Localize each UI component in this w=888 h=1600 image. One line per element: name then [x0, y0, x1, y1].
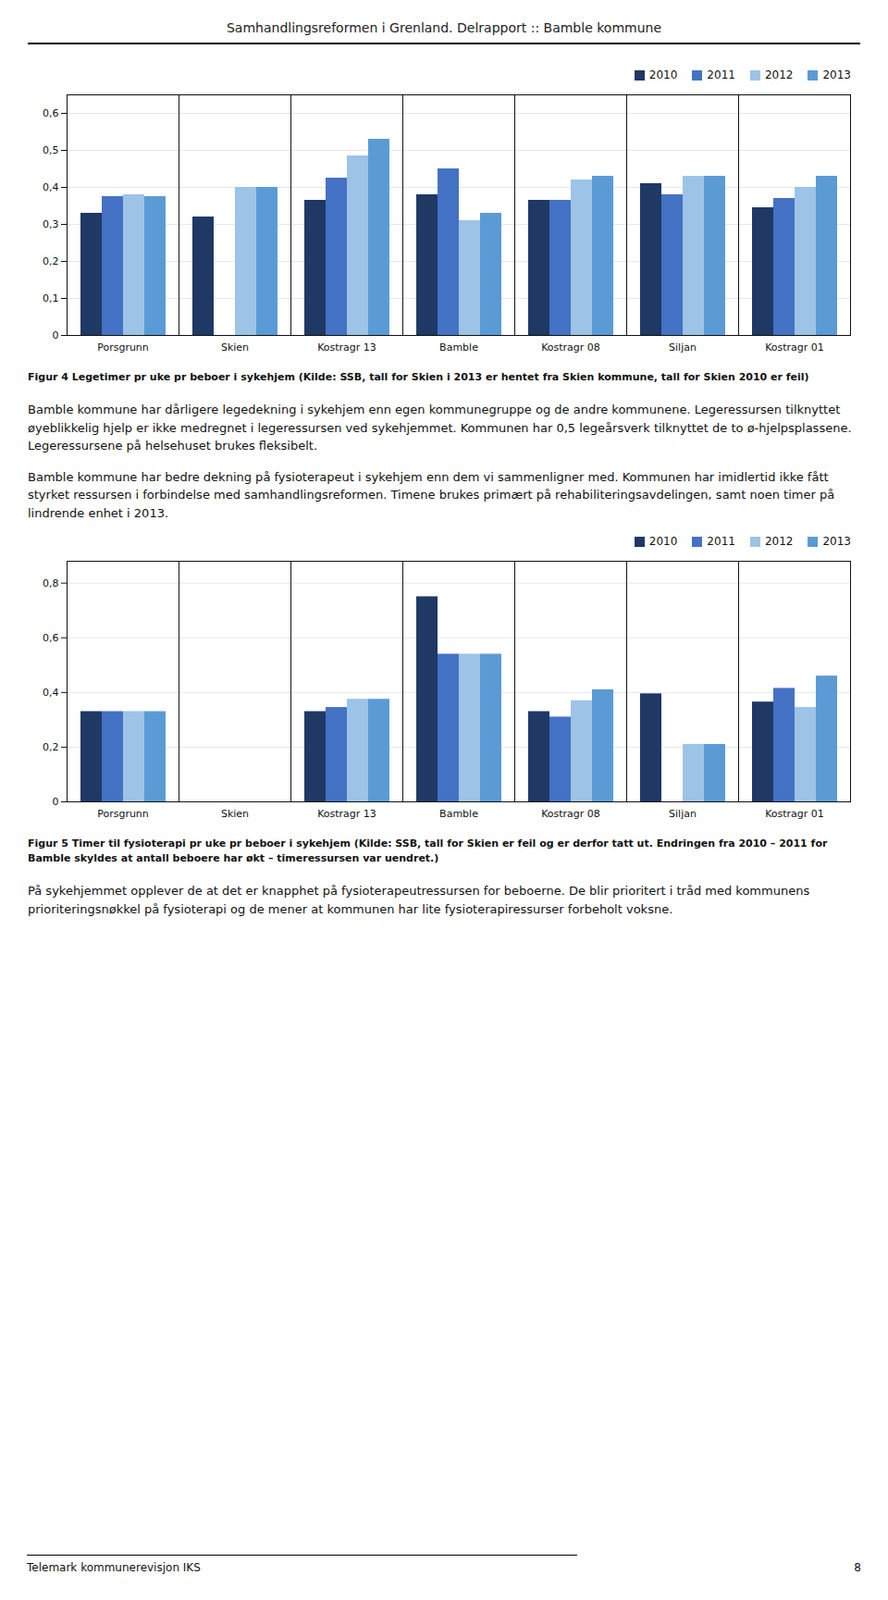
- html-text:2012: 2012: [764, 68, 794, 82]
- html-text:2013: 2013: [822, 68, 851, 82]
- svg-text:Porsgrunn: Porsgrunn: [97, 341, 149, 354]
- svg-text:0,6: 0,6: [42, 107, 60, 120]
- html-text:8: 8: [854, 1560, 862, 1574]
- svg-text:0,2: 0,2: [42, 740, 60, 753]
- svg-text:Skien: Skien: [221, 808, 249, 821]
- html-text:2010: 2010: [649, 535, 678, 548]
- html-text:2011: 2011: [707, 68, 736, 82]
- html-text:2011: 2011: [707, 535, 736, 548]
- svg-text:0,3: 0,3: [42, 218, 60, 231]
- html-text:Telemark kommunerevisjon IKS: Telemark kommunerevisjon IKS: [26, 1560, 201, 1574]
- html-text:2012: 2012: [764, 535, 794, 548]
- svg-text:0: 0: [52, 795, 60, 808]
- svg-text:0,5: 0,5: [42, 144, 60, 157]
- svg-text:Kostragr 01: Kostragr 01: [764, 341, 825, 354]
- svg-text:0,1: 0,1: [42, 292, 60, 305]
- html-text:Figur 5 Timer til fysioterapi: Figur 5 Timer til fysioterapi pr uke pr …: [27, 837, 828, 864]
- svg-text:Skien: Skien: [221, 341, 249, 354]
- html-text:2013: 2013: [822, 535, 851, 548]
- svg-text:0,2: 0,2: [42, 255, 60, 268]
- svg-text:Porsgrunn: Porsgrunn: [97, 808, 149, 821]
- svg-text:0,6: 0,6: [42, 631, 60, 644]
- svg-text:Bamble: Bamble: [439, 341, 479, 354]
- svg-text:Kostragr 08: Kostragr 08: [541, 808, 601, 821]
- html-text:Bamble kommune har dårligere l: Bamble kommune har dårligere legedekning…: [27, 402, 852, 453]
- svg-text:0,4: 0,4: [42, 686, 60, 699]
- svg-text:Kostragr 08: Kostragr 08: [541, 341, 601, 354]
- html-text:Figur 4 Legetimer pr uke pr be: Figur 4 Legetimer pr uke pr beboer i syk…: [27, 370, 810, 383]
- svg-text:Siljan: Siljan: [668, 341, 697, 354]
- svg-text:Siljan: Siljan: [668, 808, 697, 821]
- svg-text:0,8: 0,8: [42, 577, 60, 590]
- html-text:Bamble kommune har bedre dekni: Bamble kommune har bedre dekning på fysi…: [27, 469, 835, 520]
- svg-text:Kostragr 13: Kostragr 13: [317, 341, 377, 354]
- svg-text:Kostragr 13: Kostragr 13: [317, 808, 377, 821]
- svg-text:Kostragr 01: Kostragr 01: [764, 808, 825, 821]
- html-text:Samhandlingsreformen i Grenlan: Samhandlingsreformen i Grenland. Delrapp…: [226, 20, 662, 36]
- svg-text:0,4: 0,4: [42, 181, 60, 194]
- html-text:2010: 2010: [649, 68, 678, 82]
- svg-text:0: 0: [52, 329, 60, 342]
- svg-text:Bamble: Bamble: [439, 808, 479, 821]
- html-text:På sykehjemmet opplever de at: På sykehjemmet opplever de at det er kna…: [27, 883, 810, 916]
